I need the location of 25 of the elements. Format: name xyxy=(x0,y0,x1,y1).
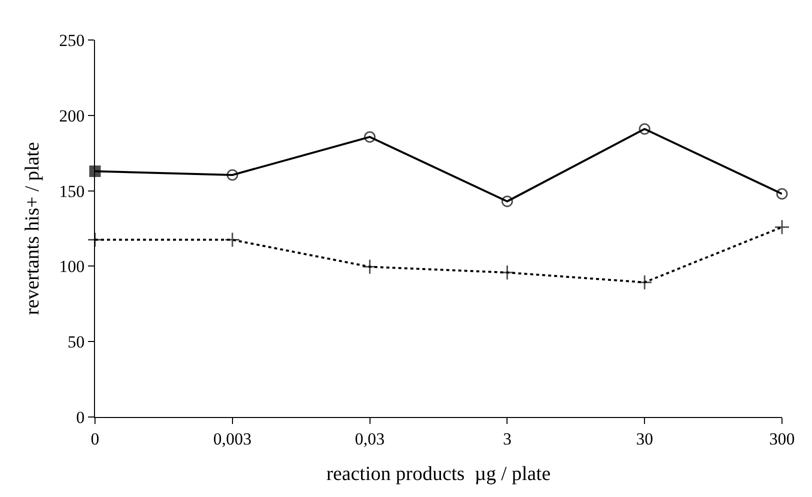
y-tick-label: 150 xyxy=(59,182,85,201)
x-axis-title: reaction products µg / plate xyxy=(326,462,551,485)
point xyxy=(776,188,788,200)
point xyxy=(226,169,238,181)
point xyxy=(636,274,652,290)
x-tick-label: 0 xyxy=(90,429,100,448)
x-tick-label: 30 xyxy=(636,429,654,448)
x-tick-label: 300 xyxy=(769,429,795,448)
y-axis-title: revertants his+ / plate xyxy=(22,142,44,315)
x-tick-label: 0,03 xyxy=(354,429,385,448)
point xyxy=(501,196,513,208)
y-tick-label: 100 xyxy=(59,257,85,276)
point xyxy=(774,219,790,235)
point xyxy=(499,264,515,280)
point xyxy=(224,232,240,248)
y-tick-label: 0 xyxy=(76,408,85,427)
y-tick-label: 50 xyxy=(68,332,85,352)
point xyxy=(638,123,650,135)
x-tick-label: 0,003 xyxy=(213,429,252,448)
x-tick-label: 3 xyxy=(502,429,512,448)
y-tick-label: 200 xyxy=(59,106,85,126)
point xyxy=(89,165,101,177)
y-tick-label: 250 xyxy=(59,30,85,50)
point xyxy=(362,259,378,275)
point xyxy=(364,131,376,143)
